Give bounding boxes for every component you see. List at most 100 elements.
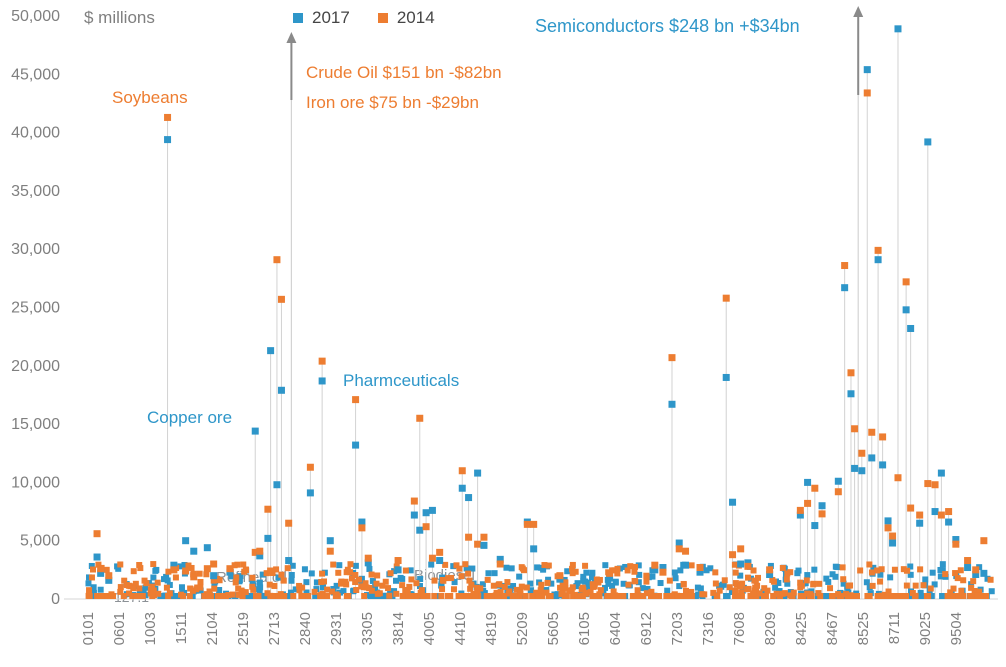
noise-point-2017 (677, 567, 684, 574)
noise-point-2017 (664, 587, 671, 594)
noise-point-2014 (417, 589, 424, 596)
data-point-2014 (170, 566, 178, 574)
noise-point-2017 (450, 563, 457, 570)
noise-point-2014 (838, 593, 845, 599)
data-point-2014 (422, 523, 430, 531)
noise-point-2014 (360, 584, 367, 591)
noise-point-2017 (724, 593, 731, 599)
noise-point-2014 (465, 570, 472, 577)
noise-point-2014 (889, 593, 896, 599)
data-point-2014 (306, 463, 314, 471)
data-point-2017 (465, 494, 473, 502)
noise-point-2014 (682, 587, 689, 594)
x-tick-label: 2104 (204, 612, 221, 645)
noise-point-2014 (210, 577, 217, 584)
data-point-2014 (834, 488, 842, 496)
noise-point-2017 (88, 562, 95, 569)
noise-point-2014 (899, 593, 906, 599)
noise-point-2017 (288, 571, 295, 578)
noise-point-2014 (488, 593, 495, 599)
noise-point-2014 (150, 587, 157, 594)
noise-point-2017 (877, 571, 884, 578)
noise-point-2014 (614, 570, 621, 577)
noise-point-2014 (816, 580, 823, 587)
noise-point-2014 (544, 579, 551, 586)
data-point-2014 (285, 519, 293, 527)
data-point-2014 (394, 557, 402, 565)
noise-point-2014 (347, 569, 354, 576)
data-point-2017 (682, 561, 690, 569)
noise-point-2017 (516, 573, 523, 580)
noise-point-2014 (950, 593, 957, 599)
noise-point-2014 (332, 593, 339, 599)
data-point-2014 (937, 511, 945, 519)
noise-point-2017 (928, 593, 935, 599)
noise-point-2014 (739, 580, 746, 587)
noise-point-2014 (900, 566, 907, 573)
data-point-2014 (651, 561, 659, 569)
noise-point-2014 (779, 564, 786, 571)
data-point-2014 (256, 547, 264, 555)
noise-point-2014 (439, 576, 446, 583)
noise-point-2014 (712, 580, 719, 587)
noise-point-2014 (893, 593, 900, 599)
data-point-2014 (164, 113, 172, 121)
data-point-2017 (428, 506, 436, 514)
noise-point-2014 (163, 584, 170, 591)
noise-point-2017 (728, 588, 735, 595)
data-point-2017 (436, 557, 444, 565)
data-point-2014 (696, 564, 704, 572)
noise-point-2014 (970, 578, 977, 585)
data-point-2017 (811, 522, 819, 530)
noise-point-2014 (971, 587, 978, 594)
noise-point-2017 (527, 587, 534, 594)
data-point-2014 (556, 572, 564, 580)
data-point-2017 (318, 377, 326, 385)
data-point-2017 (285, 557, 293, 565)
noise-point-2017 (583, 569, 590, 576)
noise-point-2014 (450, 586, 457, 593)
noise-point-2014 (902, 593, 909, 599)
noise-point-2014 (578, 586, 585, 593)
data-point-2014 (879, 433, 887, 441)
noise-point-2014 (764, 587, 771, 594)
data-point-2014 (675, 545, 683, 553)
noise-point-2014 (98, 593, 105, 599)
noise-point-2017 (301, 566, 308, 573)
noise-point-2014 (509, 593, 516, 599)
x-tick-label: 0101 (80, 612, 97, 645)
noise-point-2014 (750, 567, 757, 574)
noise-point-2017 (907, 563, 914, 570)
data-point-2017 (474, 469, 482, 477)
noise-point-2014 (944, 593, 951, 599)
noise-point-2014 (232, 579, 239, 586)
noise-point-2014 (406, 583, 413, 590)
noise-point-2017 (372, 583, 379, 590)
noise-point-2014 (541, 562, 548, 569)
noise-point-2014 (513, 586, 520, 593)
noise-point-2014 (927, 585, 934, 592)
noise-point-2014 (874, 567, 881, 574)
noise-point-2014 (783, 576, 790, 583)
noise-point-2017 (367, 593, 374, 599)
data-point-2014 (226, 565, 234, 573)
noise-point-2014 (413, 593, 420, 599)
data-point-2014 (318, 357, 326, 365)
data-point-2014 (264, 505, 272, 513)
noise-point-2014 (570, 593, 577, 599)
noise-point-2014 (903, 567, 910, 574)
noise-point-2017 (292, 586, 299, 593)
noise-point-2014 (987, 576, 994, 583)
noise-point-2014 (431, 593, 438, 599)
noise-point-2014 (638, 593, 645, 599)
noise-point-2014 (472, 593, 479, 599)
noise-point-2014 (141, 577, 148, 584)
noise-point-2014 (266, 581, 273, 588)
data-point-2014 (273, 256, 281, 264)
data-point-2017 (804, 478, 812, 486)
data-point-2017 (352, 441, 360, 449)
noise-point-2017 (760, 588, 767, 595)
noise-point-2017 (527, 580, 534, 587)
noise-point-2017 (988, 588, 995, 595)
noise-point-2017 (787, 589, 794, 596)
